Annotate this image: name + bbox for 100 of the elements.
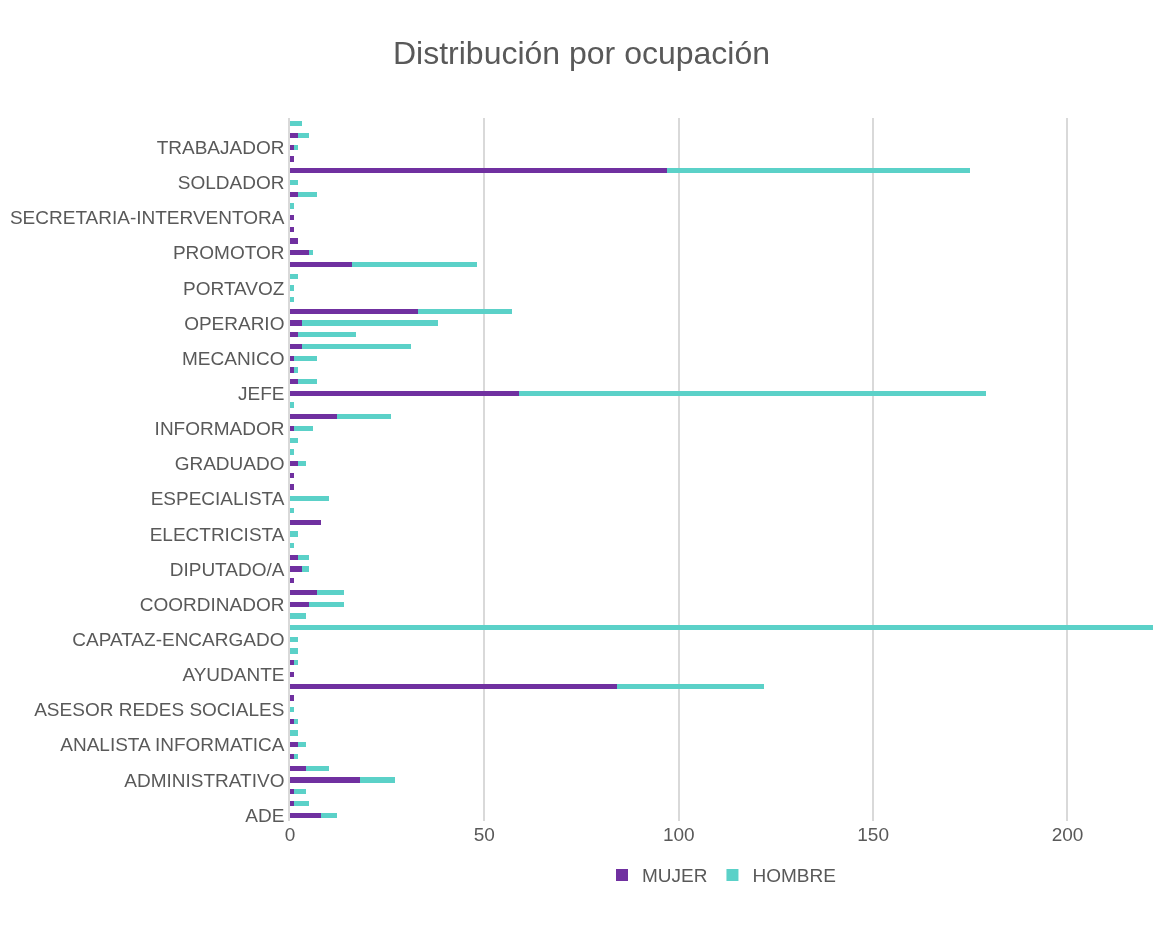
x-tick-label: 200	[1051, 824, 1084, 845]
bar	[290, 390, 520, 396]
bar	[290, 191, 298, 197]
x-tick-label: 50	[473, 824, 495, 845]
chart-title: Distribución por ocupación	[392, 35, 771, 72]
bar	[290, 144, 294, 150]
bar	[667, 168, 971, 174]
bar	[290, 226, 294, 232]
bar	[297, 742, 306, 748]
bar	[293, 144, 298, 150]
bar	[359, 777, 395, 783]
bar	[297, 332, 357, 338]
y-tick-label: ASESOR REDES SOCIALES	[34, 699, 285, 721]
bar	[309, 601, 345, 607]
bar	[293, 425, 314, 432]
bar	[290, 531, 298, 537]
bar	[290, 683, 617, 689]
bar	[290, 625, 1153, 631]
bar	[290, 507, 294, 514]
bar	[418, 308, 512, 314]
y-tick-label: GRADUADO	[174, 453, 285, 475]
x-tick-label: 150	[857, 824, 889, 845]
bar	[305, 765, 329, 771]
bar	[290, 378, 298, 385]
bar	[293, 660, 298, 666]
bar	[293, 789, 306, 795]
bar	[290, 789, 294, 795]
bar	[290, 355, 294, 361]
bar	[309, 250, 314, 256]
y-tick-label: SECRETARIA-INTERVENTORA	[9, 207, 285, 229]
bar	[290, 777, 360, 783]
bar	[290, 320, 302, 326]
y-tick-label: OPERARIO	[184, 312, 285, 334]
bar	[290, 566, 302, 572]
y-tick-label: MECANICO	[182, 347, 285, 369]
bar	[293, 355, 318, 361]
bar	[290, 496, 329, 502]
bar	[352, 261, 477, 268]
bar	[290, 308, 419, 314]
bar	[293, 753, 298, 760]
legend-label: MUJER	[642, 865, 708, 887]
bar	[290, 285, 294, 291]
bar	[293, 800, 310, 807]
bar	[290, 168, 668, 174]
bar	[290, 437, 298, 443]
bar	[616, 683, 765, 689]
y-tick-label: PORTAVOZ	[183, 277, 285, 299]
bar	[290, 449, 294, 455]
y-tick-label: COORDINADOR	[139, 593, 285, 615]
bar	[290, 332, 298, 338]
bar	[290, 461, 298, 467]
y-tick-label: CAPATAZ-ENCARGADO	[72, 629, 285, 651]
bar	[290, 765, 306, 771]
bar	[290, 121, 302, 127]
bar	[321, 812, 337, 818]
bar	[290, 812, 322, 818]
bar	[317, 589, 345, 596]
bar	[290, 203, 294, 209]
bar	[290, 671, 294, 678]
bar	[290, 589, 318, 596]
bar	[290, 543, 294, 549]
bar	[290, 425, 294, 432]
bar	[290, 132, 298, 139]
bar	[301, 343, 411, 350]
bar	[290, 613, 306, 619]
bar	[290, 648, 298, 654]
bar	[290, 753, 294, 760]
bar	[290, 343, 302, 350]
bar	[290, 484, 294, 490]
bar	[290, 730, 298, 736]
y-tick-label: AYUDANTE	[182, 664, 285, 686]
bar	[297, 191, 318, 197]
bar	[290, 414, 337, 420]
bar	[301, 320, 438, 326]
bar	[290, 519, 322, 525]
bar	[290, 800, 294, 807]
bar	[290, 367, 294, 373]
bar	[297, 461, 306, 467]
bar	[290, 402, 294, 408]
y-tick-label: INFORMADOR	[154, 418, 285, 440]
x-tick-label: 0	[284, 824, 296, 845]
x-tick-label: 100	[662, 824, 695, 845]
bar	[290, 660, 294, 666]
bar	[290, 296, 294, 303]
y-tick-label: PROMOTOR	[172, 242, 285, 264]
y-tick-label: TRABAJADOR	[156, 136, 285, 158]
bar	[290, 156, 294, 162]
y-tick-label: DIPUTADO/A	[169, 558, 285, 580]
bar	[290, 214, 294, 221]
y-tick-label: ADMINISTRATIVO	[124, 769, 285, 791]
bar	[290, 250, 310, 256]
bar	[290, 273, 298, 279]
bar	[290, 261, 353, 268]
y-tick-label: SOLDADOR	[177, 172, 285, 194]
y-tick-label: ADE	[245, 804, 285, 826]
bar	[290, 636, 298, 643]
y-tick-label: ELECTRICISTA	[149, 523, 285, 545]
bar	[336, 414, 392, 420]
y-tick-label: ANALISTA INFORMATICA	[60, 734, 285, 756]
bar	[301, 566, 310, 572]
